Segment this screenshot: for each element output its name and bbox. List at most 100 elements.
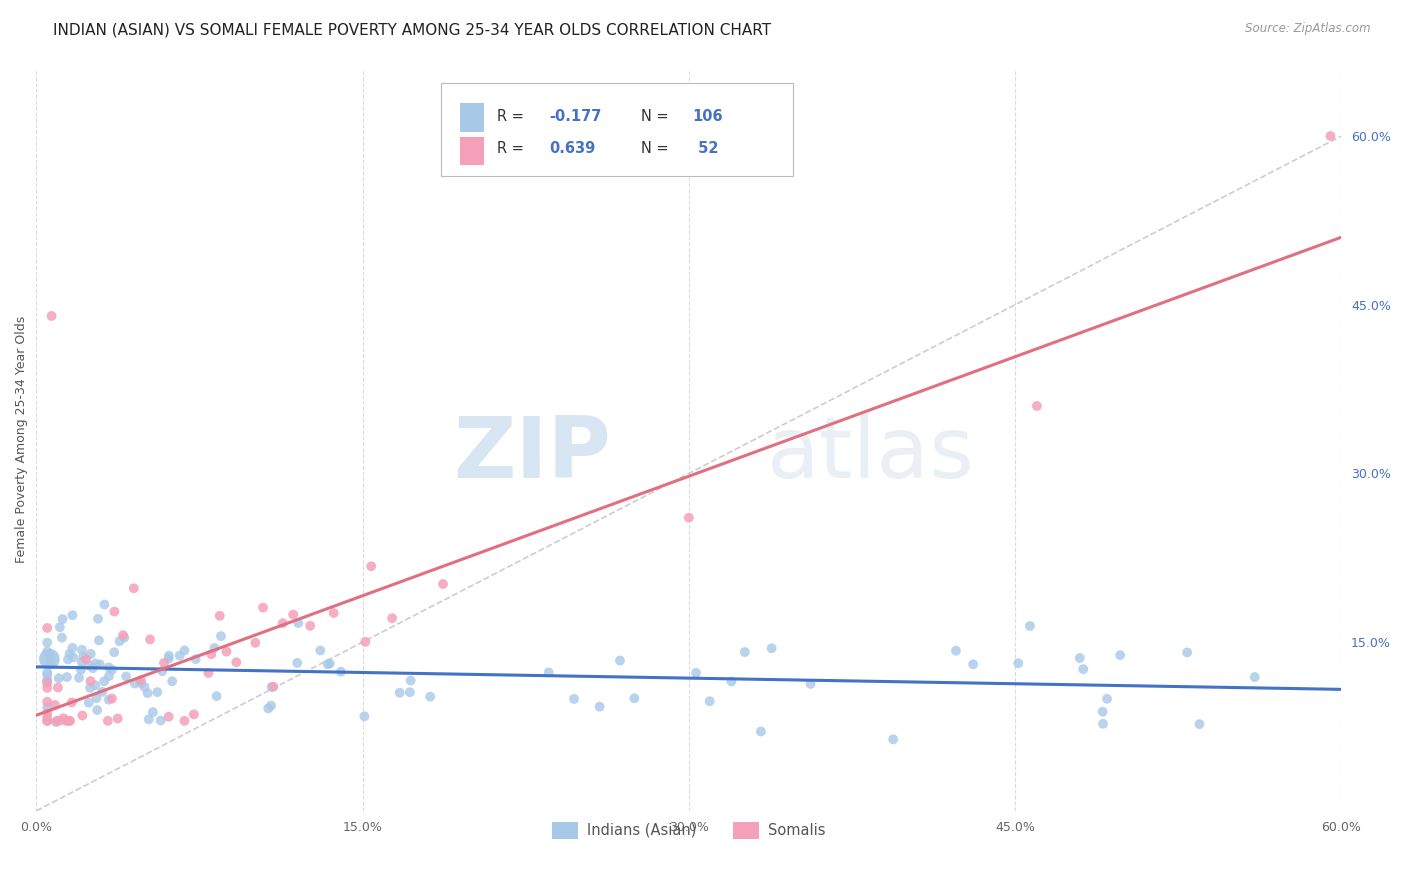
Point: [37, 667, 59, 681]
Point: [75, 652, 97, 666]
Point: [208, 608, 231, 623]
Text: 106: 106: [693, 110, 724, 124]
Point: [101, 663, 124, 677]
Point: [399, 673, 422, 688]
Point: [122, 582, 145, 596]
Point: [1175, 645, 1198, 659]
Point: [86, 703, 108, 717]
Point: [48, 714, 70, 728]
Point: [37, 645, 59, 659]
Point: [37, 706, 59, 720]
Point: [1092, 716, 1115, 731]
Point: [173, 643, 195, 657]
Point: [945, 644, 967, 658]
Text: Source: ZipAtlas.com: Source: ZipAtlas.com: [1246, 22, 1371, 36]
Point: [287, 616, 309, 631]
Point: [37, 710, 59, 724]
Point: [37, 714, 59, 728]
Point: [107, 712, 129, 726]
Point: [749, 724, 772, 739]
Point: [1069, 651, 1091, 665]
Point: [62, 608, 84, 623]
Point: [685, 665, 707, 680]
Point: [252, 600, 274, 615]
Point: [59, 714, 82, 728]
Point: [153, 656, 176, 670]
Point: [157, 648, 180, 663]
Point: [97, 692, 120, 706]
Point: [139, 632, 162, 647]
Point: [56, 670, 79, 684]
Point: [37, 714, 59, 728]
Y-axis label: Female Poverty Among 25-34 Year Olds: Female Poverty Among 25-34 Year Olds: [15, 316, 28, 564]
Point: [37, 675, 59, 690]
Point: [84, 657, 107, 671]
Text: N =: N =: [641, 141, 673, 156]
Point: [157, 651, 180, 665]
Point: [562, 692, 585, 706]
Point: [82, 661, 104, 675]
Point: [882, 732, 904, 747]
Point: [108, 634, 131, 648]
Point: [103, 645, 125, 659]
Point: [38, 652, 60, 666]
Point: [72, 649, 94, 664]
Point: [72, 708, 94, 723]
Point: [37, 673, 59, 687]
Point: [309, 643, 332, 657]
Point: [353, 709, 375, 723]
Point: [962, 657, 984, 672]
Point: [381, 611, 404, 625]
Point: [70, 642, 93, 657]
Point: [60, 695, 83, 709]
Point: [129, 676, 152, 690]
Point: [56, 652, 79, 666]
Point: [197, 665, 219, 680]
Point: [157, 710, 180, 724]
Point: [79, 681, 101, 695]
Point: [299, 619, 322, 633]
Point: [173, 714, 195, 728]
Point: [200, 647, 222, 661]
Text: ZIP: ZIP: [453, 413, 610, 496]
Point: [225, 655, 247, 669]
Point: [51, 631, 73, 645]
Point: [623, 691, 645, 706]
Point: [46, 714, 69, 728]
Point: [138, 712, 160, 726]
Point: [257, 701, 280, 715]
Point: [699, 694, 721, 708]
Point: [124, 676, 146, 690]
Point: [67, 671, 90, 685]
Point: [283, 607, 305, 622]
Point: [52, 612, 75, 626]
Text: R =: R =: [498, 141, 529, 156]
Point: [205, 689, 228, 703]
Point: [112, 631, 135, 645]
Point: [49, 620, 72, 634]
Point: [103, 605, 125, 619]
Point: [55, 714, 77, 728]
Point: [262, 680, 284, 694]
Point: [45, 715, 67, 730]
Point: [39, 655, 62, 669]
Point: [678, 510, 700, 524]
Point: [37, 700, 59, 714]
Point: [98, 669, 121, 683]
Text: 0.639: 0.639: [550, 141, 596, 156]
Point: [183, 707, 205, 722]
Point: [62, 640, 84, 655]
Point: [260, 698, 283, 713]
Point: [97, 714, 120, 728]
Point: [77, 696, 100, 710]
Point: [58, 714, 80, 728]
Point: [86, 691, 108, 706]
Point: [97, 660, 120, 674]
Point: [93, 674, 115, 689]
Point: [419, 690, 441, 704]
Point: [80, 647, 103, 661]
Point: [70, 663, 93, 677]
Point: [37, 635, 59, 649]
Point: [115, 669, 138, 683]
Point: [285, 656, 308, 670]
